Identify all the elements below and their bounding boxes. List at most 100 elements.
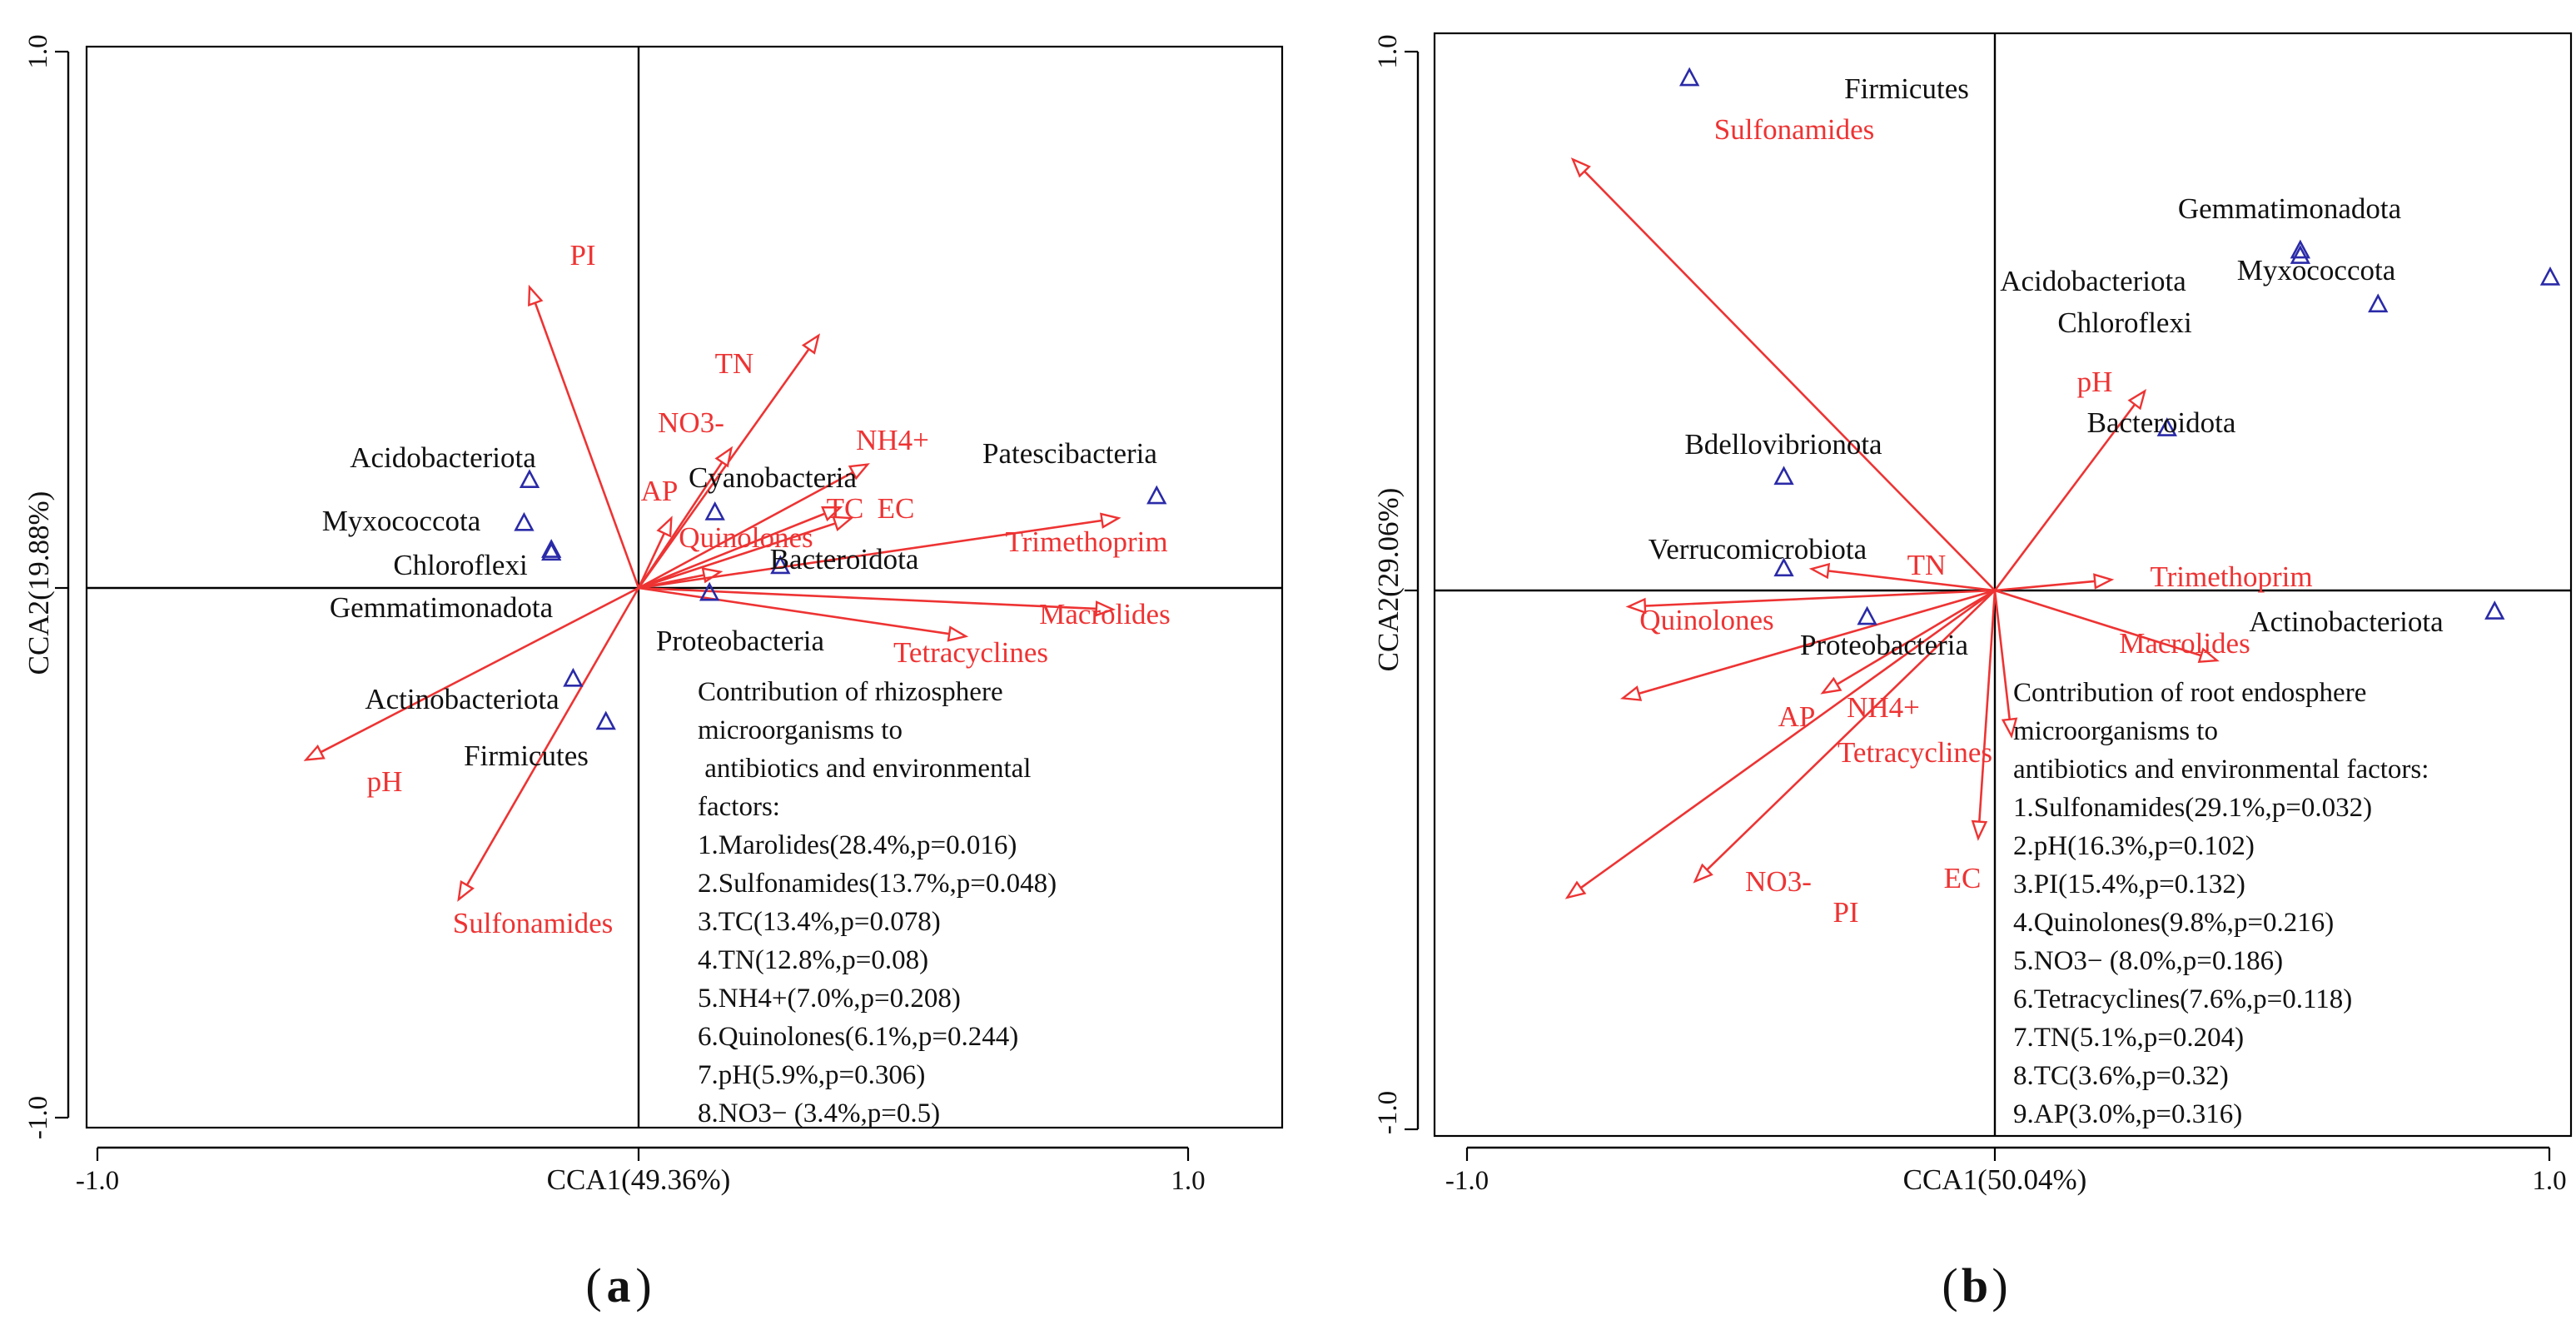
panel-b-species-marker-acidobacteriota [2290, 245, 2311, 264]
arrowhead-icon [656, 516, 673, 538]
panel-b-contribution-box: Contribution of root endosphere microorg… [2013, 678, 2429, 1129]
panel-a-arrow-ph [303, 586, 639, 761]
arrow-shaft [1622, 589, 1996, 700]
panel-a-x-axis-label: CCA1(49.36%) [547, 1163, 731, 1196]
panel-b-arrow-ec [1971, 590, 1997, 841]
panel-a-species-label-proteobacteria: Proteobacteria [656, 625, 825, 657]
arrow-shaft [638, 586, 967, 638]
panel-a-species-marker-bacteroidota [770, 555, 791, 575]
panel-a-species-marker-gemmatimonadota [541, 541, 562, 561]
panel-a-contribution-line: 2.Sulfonamides(13.7%,p=0.048) [698, 869, 1057, 899]
panel-a-arrow-layer [303, 284, 1121, 902]
panel-b-arrow-quinolones [1625, 589, 1996, 615]
panel-b-contribution-line: antibiotics and environmental factors: [2013, 755, 2429, 785]
svg-text:(: ( [585, 1258, 601, 1313]
arrow-shaft [638, 463, 868, 590]
panel-b-species-marker-gemmatimonadota [2290, 239, 2311, 259]
panel-b-arrow-label-ap: AP [1778, 700, 1816, 733]
panel-a-arrow-ec [638, 516, 854, 590]
panel-b-contribution-line: 1.Sulfonamides(29.1%,p=0.032) [2013, 793, 2372, 823]
panel-b-frame [1433, 32, 2573, 1138]
panel-a-species-label-actinobacteriota: Actinobacteriota [365, 683, 559, 715]
panel-b-arrow-macrolides [1994, 589, 2220, 664]
arrow-shaft [1566, 589, 1996, 899]
panel-a-arrow-label-tc: TC [827, 492, 864, 525]
arrowhead-icon [1095, 600, 1116, 617]
panel-b-species-label-bacteroidota: Bacteroidota [2087, 406, 2236, 439]
panel-b-species-layer [1678, 67, 2561, 625]
panel-b-species-label-acidobacteriota: Acidobacteriota [2000, 265, 2186, 297]
panel-a-species-label-cyanobacteria: Cyanobacteria [689, 461, 858, 494]
panel-a-y-tick-label-min: -1.0 [23, 1096, 53, 1139]
arrow-shaft [638, 506, 841, 590]
arrowhead-icon [1820, 676, 1842, 695]
panel-b-arrow-layer [1564, 157, 2220, 899]
arrowhead-icon [2001, 717, 2018, 739]
panel-b-arrow-nh4plus [1820, 589, 1996, 695]
panel-b-species-label-myxococcota: Myxococcota [2237, 254, 2396, 286]
arrowhead-icon [457, 879, 475, 902]
panel-b-arrow-label-no3: NO3- [1745, 865, 1812, 898]
panel-a-x-tick-label-min: -1.0 [76, 1166, 119, 1196]
arrowhead-icon [701, 567, 724, 584]
panel-b-y-axis-label: CCA2(29.06%) [1372, 488, 1405, 672]
arrowhead-icon [2093, 573, 2115, 590]
panel-a-arrow-macrolides [638, 586, 1116, 617]
panel-b-x-axis-label: CCA1(50.04%) [1903, 1163, 2087, 1196]
panel-a-arrow-label-ap: AP [641, 475, 679, 507]
panel-b-contribution-line: 3.PI(15.4%,p=0.132) [2013, 869, 2245, 899]
panel-b-species-label-bdellovibrionota: Bdellovibrionota [1684, 428, 1882, 461]
arrow-shaft [1994, 589, 2218, 662]
panel-b-contribution-line: 7.TN(5.1%,p=0.204) [2013, 1023, 2244, 1053]
arrow-shaft [638, 516, 1119, 590]
panel-a-species-layer [514, 469, 1167, 730]
panel-b-arrow-label-pi: PI [1833, 896, 1858, 929]
panel-a-arrow-label-macrolides: Macrolides [1039, 598, 1170, 630]
panel-b-contribution-line: 9.AP(3.0%,p=0.316) [2013, 1099, 2242, 1129]
panel-a-species-marker-chloroflexi [541, 539, 562, 558]
panel-b-arrow-label-tn: TN [1907, 549, 1947, 581]
panel-a-caption: ( a ) [585, 1258, 651, 1313]
arrowhead-icon [947, 625, 969, 642]
panel-b-x-tick-label-min: -1.0 [1445, 1166, 1489, 1196]
panel-b-species-label-gemmatimonadota: Gemmatimonadota [2178, 192, 2402, 225]
arrow-shaft [1572, 158, 1996, 591]
panel-a-arrow-ap [637, 516, 673, 589]
panel-a-species-label-myxococcota: Myxococcota [322, 505, 481, 537]
panel-a-species-label-acidobacteriota: Acidobacteriota [350, 441, 536, 474]
panel-b-species-label-verrucomicrobiota: Verrucomicrobiota [1649, 533, 1867, 565]
arrow-shaft [1977, 590, 1997, 839]
panel-a-species-label-bacteroidota: Bacteroidota [770, 543, 919, 575]
arrow-shaft [1628, 589, 1996, 608]
arrowhead-icon [848, 463, 870, 481]
panel-a-contribution-line: microorganisms to [698, 715, 903, 745]
panel-b-arrow-label-quinolones: Quinolones [1639, 604, 1773, 636]
panel-b-caption-letter: b [1962, 1258, 1988, 1313]
panel-b-arrow-no3 [1564, 589, 1996, 899]
panel-b-arrow-ap [1620, 589, 1996, 701]
panel-a-arrow-label-no3: NO3- [658, 406, 724, 439]
arrow-shaft [638, 516, 852, 590]
panel-a-arrow-no3 [637, 446, 734, 589]
panel-a-y-axis-label: CCA2(19.88%) [22, 491, 55, 675]
arrowhead-icon [1564, 880, 1587, 899]
panel-a-contribution-line: 4.TN(12.8%,p=0.08) [698, 945, 928, 975]
panel-b-contribution-line: Contribution of root endosphere [2013, 678, 2366, 708]
panel-a-contribution-line: 1.Marolides(28.4%,p=0.016) [698, 830, 1017, 860]
panel-a-arrow-nh4plus [638, 463, 870, 590]
arrowhead-icon [2197, 647, 2220, 664]
panel-a-species-marker-firmicutes [595, 710, 616, 730]
panel-b-arrow-label-ph: pH [2077, 366, 2113, 398]
panel-b-arrow-label-sulfonamides: Sulfonamides [1714, 113, 1874, 146]
panel-b-arrow-pi [1693, 590, 1996, 884]
panel-b-contribution-line: 6.Tetracyclines(7.6%,p=0.118) [2013, 984, 2352, 1014]
arrowhead-icon [714, 446, 734, 468]
arrowhead-icon [303, 744, 326, 761]
panel-b-y-tick-label-max: 1.0 [1373, 34, 1403, 68]
panel-a-contribution-line: 3.TC(13.4%,p=0.078) [698, 907, 941, 937]
panel-b-contribution-line: 4.Quinolones(9.8%,p=0.216) [2013, 908, 2334, 938]
panel-a-arrow-label-quinolones: Quinolones [679, 521, 813, 554]
arrow-shaft [305, 586, 639, 761]
panel-a-arrow-pi [528, 284, 640, 589]
panel-a-contribution-box: Contribution of rhizosphere microorganis… [698, 677, 1057, 1128]
